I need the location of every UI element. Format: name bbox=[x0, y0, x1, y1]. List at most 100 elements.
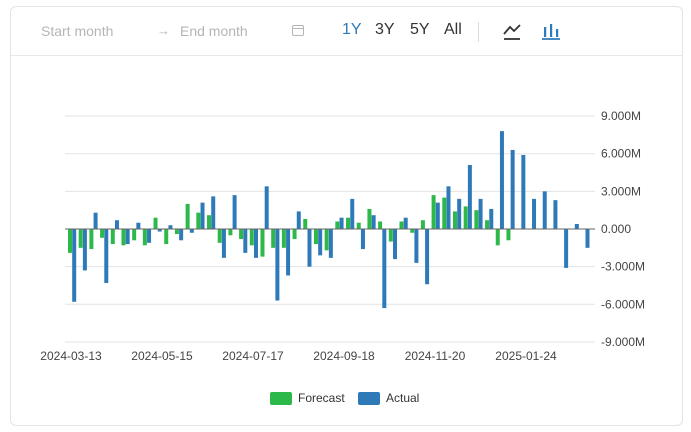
x-tick-label: 2024-09-18 bbox=[313, 349, 375, 363]
actual-bar bbox=[104, 229, 109, 283]
forecast-bar bbox=[442, 197, 447, 229]
actual-bar bbox=[414, 229, 419, 263]
range-1y-button[interactable]: 1Y bbox=[342, 21, 362, 38]
forecast-bar bbox=[100, 229, 105, 238]
actual-bar bbox=[189, 229, 194, 233]
legend-forecast-label: Forecast bbox=[298, 391, 345, 405]
actual-bar bbox=[147, 229, 152, 243]
x-tick-label: 2024-07-17 bbox=[222, 349, 284, 363]
forecast-bar bbox=[196, 212, 201, 229]
forecast-bar bbox=[260, 229, 265, 257]
actual-bar bbox=[286, 229, 291, 276]
forecast-bar bbox=[452, 211, 457, 229]
forecast-bar bbox=[89, 229, 94, 250]
forecast-bar bbox=[153, 217, 158, 229]
x-tick-label: 2025-01-24 bbox=[495, 349, 557, 363]
y-tick-label: -9.000M bbox=[601, 335, 645, 349]
forecast-bar bbox=[346, 217, 351, 229]
range-5y-button[interactable]: 5Y bbox=[410, 21, 430, 38]
forecast-bar bbox=[324, 229, 329, 251]
actual-bar bbox=[435, 202, 440, 229]
actual-bar bbox=[243, 229, 248, 253]
range-3y-button[interactable]: 3Y bbox=[375, 21, 395, 38]
actual-bar bbox=[425, 229, 430, 285]
actual-bar bbox=[253, 229, 258, 258]
actual-bar bbox=[157, 229, 162, 232]
forecast-bar bbox=[249, 229, 254, 246]
actual-bar bbox=[114, 220, 119, 229]
actual-bar bbox=[382, 229, 387, 309]
legend-forecast[interactable]: Forecast bbox=[270, 391, 345, 405]
forecast-bar bbox=[217, 229, 222, 243]
line-chart-icon[interactable] bbox=[502, 21, 522, 41]
actual-bar bbox=[93, 212, 98, 229]
start-month-input[interactable]: Start month bbox=[41, 23, 114, 39]
actual-bar bbox=[489, 208, 494, 229]
forecast-bar bbox=[239, 229, 244, 240]
y-tick-label: 3.000M bbox=[601, 184, 641, 198]
forecast-bar bbox=[485, 220, 490, 229]
forecast-bar bbox=[431, 195, 436, 229]
forecast-bar bbox=[292, 229, 297, 240]
range-all-button[interactable]: All bbox=[444, 21, 462, 38]
chart-toolbar: Start month → End month 1Y 3Y 5Y All bbox=[11, 7, 682, 56]
forecast-bar bbox=[506, 229, 511, 241]
actual-bar bbox=[211, 196, 216, 229]
actual-bar bbox=[179, 229, 184, 241]
forecast-bar bbox=[185, 203, 190, 229]
forecast-bar bbox=[313, 229, 318, 245]
forecast-bar bbox=[474, 210, 479, 229]
y-tick-label: -3.000M bbox=[601, 260, 645, 274]
actual-bar bbox=[521, 154, 526, 229]
forecast-bar bbox=[378, 221, 383, 229]
forecast-bar bbox=[271, 229, 276, 248]
forecast-bar bbox=[78, 229, 83, 248]
y-tick-label: 6.000M bbox=[601, 147, 641, 161]
actual-bar bbox=[393, 229, 398, 260]
actual-bar bbox=[339, 217, 344, 229]
actual-bar bbox=[510, 149, 515, 229]
forecast-bar bbox=[164, 229, 169, 245]
actual-bar bbox=[328, 229, 333, 258]
x-tick-label: 2024-03-13 bbox=[40, 349, 102, 363]
actual-bar bbox=[371, 215, 376, 229]
actual-bar bbox=[232, 195, 237, 229]
end-month-input[interactable]: End month bbox=[180, 23, 248, 39]
forecast-bar bbox=[207, 215, 212, 229]
actual-bar bbox=[574, 223, 579, 229]
bar-chart: 9.000M 6.000M 3.000M 0.000 -3.000M -6.000M -9.… bbox=[40, 109, 645, 363]
actual-bar bbox=[125, 229, 130, 245]
forecast-bar bbox=[228, 229, 233, 236]
arrow-right-icon: → bbox=[157, 23, 170, 38]
actual-bar bbox=[553, 200, 558, 229]
forecast-bar bbox=[281, 229, 286, 248]
bar-chart-icon[interactable] bbox=[541, 21, 561, 41]
actual-bar bbox=[221, 229, 226, 258]
actual-bar bbox=[318, 229, 323, 256]
forecast-bar bbox=[121, 229, 126, 246]
actual-bar bbox=[532, 198, 537, 229]
actual-bar bbox=[542, 191, 547, 229]
y-tick-label: -6.000M bbox=[601, 297, 645, 311]
forecast-bar bbox=[335, 221, 340, 229]
forecast-bar bbox=[399, 221, 404, 229]
actual-bar bbox=[585, 229, 590, 248]
y-tick-label: 0.000 bbox=[601, 222, 631, 236]
actual-bar bbox=[307, 229, 312, 267]
actual-bar bbox=[136, 222, 141, 229]
calendar-icon[interactable] bbox=[292, 25, 304, 36]
legend-actual[interactable]: Actual bbox=[358, 391, 419, 405]
forecast-bar bbox=[410, 229, 415, 233]
x-tick-label: 2024-05-15 bbox=[131, 349, 193, 363]
forecast-bar bbox=[303, 218, 308, 229]
actual-bar bbox=[168, 225, 173, 229]
actual-bar bbox=[350, 198, 355, 229]
forecast-swatch bbox=[270, 391, 292, 405]
y-tick-label: 9.000M bbox=[601, 109, 641, 123]
actual-bar bbox=[478, 198, 483, 229]
forecast-bar bbox=[367, 208, 372, 229]
actual-bar bbox=[296, 211, 301, 229]
actual-bar bbox=[564, 229, 569, 268]
actual-bar bbox=[72, 229, 77, 302]
actual-swatch bbox=[358, 391, 380, 405]
